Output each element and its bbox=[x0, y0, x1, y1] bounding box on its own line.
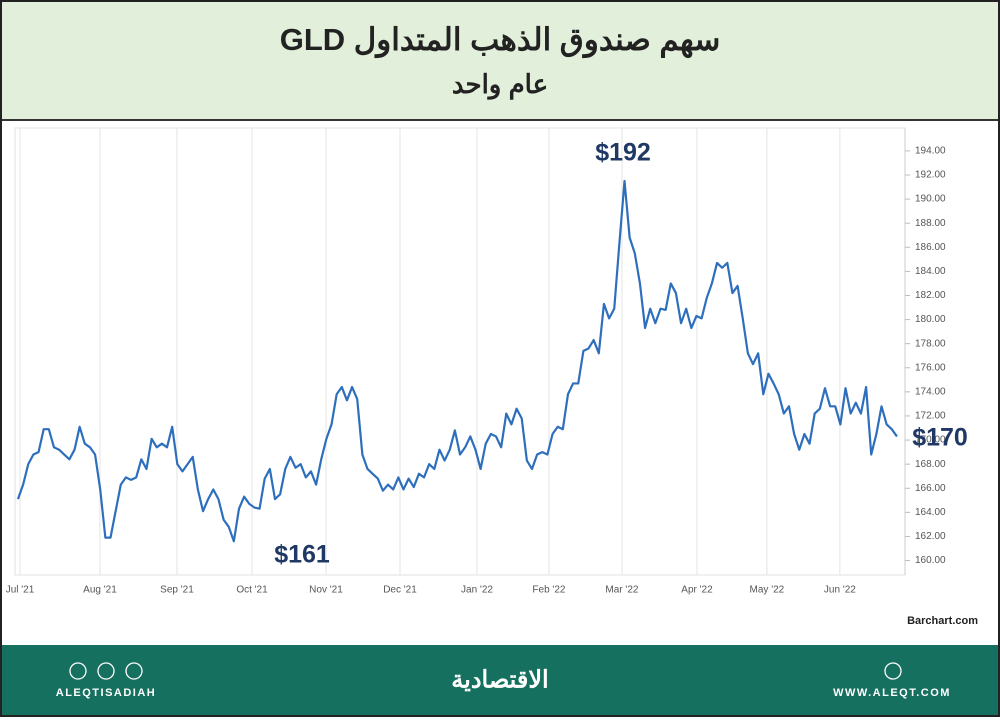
x-tick-label: Jan '22 bbox=[461, 585, 493, 596]
x-tick-label: Sep '21 bbox=[160, 585, 194, 596]
x-tick-label: Oct '21 bbox=[236, 585, 268, 596]
y-tick-label: 194.00 bbox=[915, 146, 946, 157]
y-tick-label: 168.00 bbox=[915, 459, 946, 470]
y-tick-label: 182.00 bbox=[915, 290, 946, 301]
chart-subtitle: عام واحد bbox=[452, 69, 548, 100]
y-tick-label: 172.00 bbox=[915, 411, 946, 422]
x-tick-label: Dec '21 bbox=[383, 585, 417, 596]
annotation: $192 bbox=[595, 139, 651, 167]
y-tick-label: 184.00 bbox=[915, 266, 946, 277]
y-tick-label: 166.00 bbox=[915, 483, 946, 494]
annotation: $161 bbox=[274, 541, 330, 569]
y-tick-label: 180.00 bbox=[915, 314, 946, 325]
x-tick-label: Mar '22 bbox=[605, 585, 638, 596]
y-tick-label: 186.00 bbox=[915, 242, 946, 253]
y-tick-label: 178.00 bbox=[915, 338, 946, 349]
price-line bbox=[16, 179, 898, 543]
annotation: $170 bbox=[912, 424, 968, 452]
footer-brand: الاقتصادية bbox=[451, 666, 548, 693]
header bbox=[0, 0, 1000, 121]
plot: Jul '21 Aug '21 Sep '21 Oct '21 Nov '21 Dec '… bbox=[6, 128, 946, 596]
y-tick-label: 188.00 bbox=[915, 218, 946, 229]
y-tick-label: 162.00 bbox=[915, 531, 946, 542]
x-tick-label: Feb '22 bbox=[532, 585, 565, 596]
y-tick-label: 190.00 bbox=[915, 194, 946, 205]
x-tick-label: Apr '22 bbox=[681, 585, 713, 596]
x-tick-label: Jul '21 bbox=[6, 585, 35, 596]
footer-site: WWW.ALEQT.COM bbox=[833, 687, 951, 699]
y-tick-label: 174.00 bbox=[915, 387, 946, 398]
y-tick-label: 170.00 bbox=[915, 435, 946, 446]
footer-handle: ALEQTISADIAH bbox=[56, 687, 157, 699]
source: Barchart.com bbox=[907, 615, 978, 627]
x-tick-label: Aug '21 bbox=[83, 585, 117, 596]
x-tick-label: May '22 bbox=[750, 585, 785, 596]
y-tick-label: 176.00 bbox=[915, 362, 946, 373]
y-tick-label: 164.00 bbox=[915, 507, 946, 518]
footer bbox=[0, 645, 1000, 717]
y-tick-label: 192.00 bbox=[915, 170, 946, 181]
x-tick-label: Nov '21 bbox=[309, 585, 343, 596]
social-icons bbox=[69, 662, 902, 680]
x-tick-label: Jun '22 bbox=[824, 585, 856, 596]
chart-title: سهم صندوق الذهب المتداول GLD bbox=[280, 22, 721, 59]
y-tick-label: 160.00 bbox=[915, 555, 946, 566]
